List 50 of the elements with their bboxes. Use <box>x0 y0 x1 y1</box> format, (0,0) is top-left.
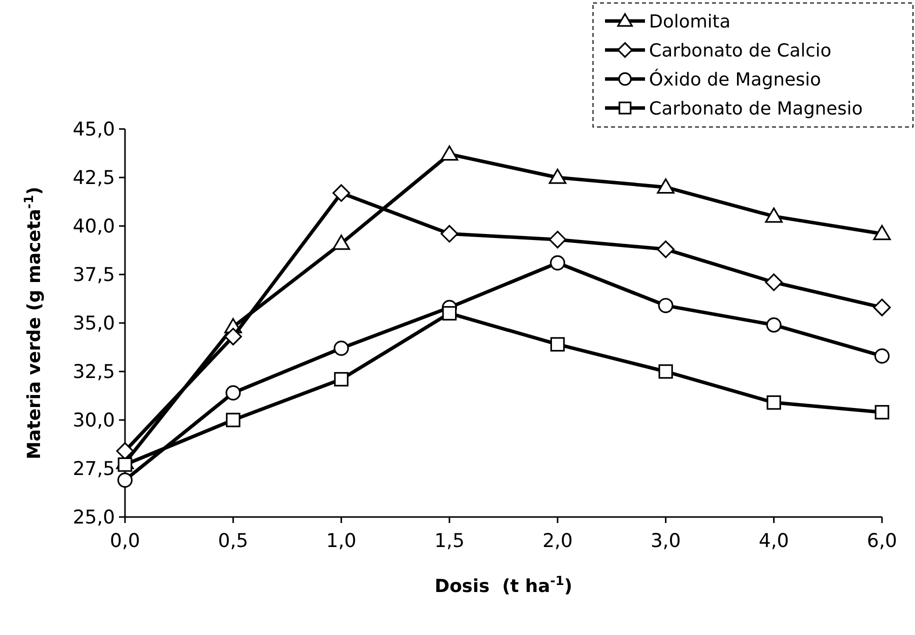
y-tick-label: 35,0 <box>72 312 115 335</box>
y-tick-label: 25,0 <box>72 506 115 529</box>
x-tick-label: 3,0 <box>650 530 681 552</box>
point <box>765 208 783 223</box>
y-tick-label: 37,5 <box>72 264 115 286</box>
y-tick-label: 45,0 <box>72 118 115 141</box>
point <box>548 230 566 248</box>
y-tick-label: 40,0 <box>72 216 115 238</box>
point <box>332 184 350 202</box>
x-tick-label: 0,0 <box>110 530 140 552</box>
y-tick-label: 32,5 <box>72 361 115 384</box>
x-tick-label: 1,5 <box>434 530 465 552</box>
point <box>658 364 673 379</box>
y-tick-label: 42,5 <box>72 167 115 190</box>
point <box>873 298 891 316</box>
point <box>550 337 565 352</box>
point <box>766 395 782 410</box>
y-tick-label: 30,0 <box>72 410 115 432</box>
point <box>765 273 783 292</box>
legend-label: Dolomita <box>649 11 731 32</box>
point <box>226 412 240 428</box>
point <box>334 340 349 356</box>
point <box>873 224 891 240</box>
point <box>550 255 566 270</box>
x-tick-label: 6,0 <box>866 530 898 552</box>
point <box>440 145 458 161</box>
x-tick-label: 0,5 <box>218 530 248 552</box>
y-tick-label: 27,5 <box>72 458 115 480</box>
x-tick-label: 4,0 <box>758 530 789 552</box>
legend-label: Carbonato de Calcio <box>649 40 832 62</box>
point <box>548 168 566 184</box>
x-tick-label: 2,0 <box>542 530 573 552</box>
point <box>874 348 890 364</box>
point <box>226 385 241 400</box>
point <box>118 457 132 472</box>
point <box>874 405 890 420</box>
point <box>442 306 457 320</box>
point <box>332 234 350 250</box>
point <box>656 240 675 258</box>
point <box>656 178 675 194</box>
point <box>766 317 782 333</box>
legend-label: Carbonato de Magnesio <box>649 98 863 120</box>
x-tick-label: 1,0 <box>326 530 356 552</box>
point <box>224 328 242 346</box>
point <box>334 372 348 386</box>
x-axis-title: Dosis (t ha$^{-1}$) <box>434 572 572 597</box>
point <box>658 298 674 314</box>
point <box>440 224 458 243</box>
legend-label: Óxido de Magnesio <box>649 68 822 90</box>
point <box>117 472 133 488</box>
